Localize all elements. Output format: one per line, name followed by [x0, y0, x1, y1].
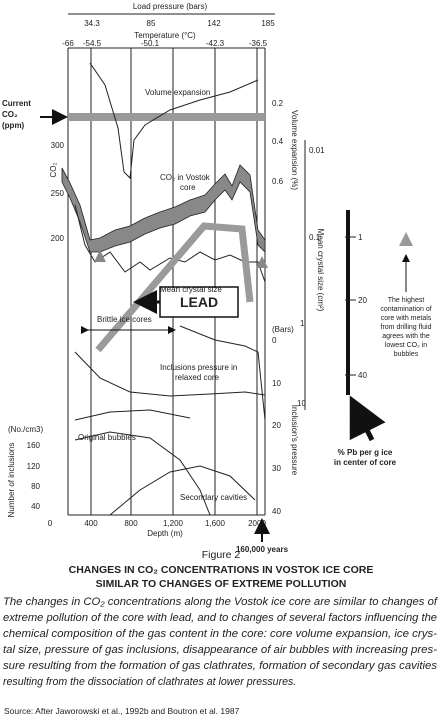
source: Source: After Jaworowski et al., 1992b a…: [4, 706, 240, 716]
tick-label: 200: [51, 234, 65, 243]
tick-label: 0.6: [272, 177, 284, 186]
pb-label: in center of core: [334, 458, 397, 467]
note-line: core with metals: [381, 315, 432, 322]
tick-label: 30: [272, 464, 281, 473]
note-line: from drilling fluid: [381, 324, 432, 331]
tick-label: 300: [51, 141, 65, 150]
note-line: The highest: [388, 297, 425, 304]
cavities-curve: [109, 465, 256, 516]
caption-line: resulting from the dissociation of clath…: [3, 676, 296, 688]
tick-label: 20: [358, 296, 367, 305]
tick-label: 800: [124, 519, 138, 528]
marker-triangle: [256, 256, 268, 268]
axis-label: (No./cm3): [8, 425, 43, 434]
plot-frame: [67, 13, 275, 516]
tick-label: 10: [272, 379, 281, 388]
caption-title: SIMILAR TO CHANGES OF EXTREME POLLUTION: [96, 578, 347, 590]
annotation: core: [180, 183, 196, 192]
caption-line: extreme pollution of the core with lead,…: [3, 612, 437, 624]
pb-label: % Pb per g ice: [338, 448, 393, 457]
tick-label: 85: [147, 19, 156, 28]
pb-note: The highest contamination of core with met…: [380, 297, 431, 358]
tick-label: 1: [300, 319, 305, 328]
tick-label: -66: [62, 39, 74, 48]
note-line: contamination of: [380, 306, 431, 313]
top-curve: [74, 409, 191, 421]
annotation: relaxed core: [175, 373, 220, 382]
axis-label: (ppm): [2, 121, 25, 130]
tick-label: 0: [48, 519, 53, 528]
tick-label: 400: [84, 519, 98, 528]
tick-label: 20: [272, 421, 281, 430]
tick-label: 0.2: [272, 99, 284, 108]
tick-label: -54.5: [83, 39, 102, 48]
tick-label: 34.3: [84, 19, 100, 28]
note-line: bubbles: [394, 351, 419, 358]
axis-label: CO₂: [2, 110, 18, 119]
annotation: Mean crystal size: [160, 285, 222, 294]
annotation: CO₂ in Vostok: [160, 173, 211, 182]
tick-label: 0.01: [309, 146, 325, 155]
tick-label: 10: [297, 399, 306, 408]
tick-label: 250: [51, 189, 65, 198]
axis-title: Number of inclusions: [7, 443, 16, 518]
tick-label: 0.4: [272, 137, 284, 146]
figure-label: Figure 2: [202, 549, 241, 561]
note-line: agrees with the: [382, 333, 430, 340]
tick-label: 185: [261, 19, 275, 28]
annotation: Secondary cavities: [180, 493, 247, 502]
tick-label: 40: [31, 502, 40, 511]
annotation: Original bubbles: [78, 433, 136, 442]
axis-title: CO₂: [49, 162, 58, 177]
current-co2-band: [68, 113, 265, 121]
years-note: 160,000 years: [236, 545, 289, 554]
tick-label: 1: [358, 233, 363, 242]
lead-label: LEAD: [180, 294, 218, 310]
lead-curve: [95, 222, 254, 353]
tick-label: 80: [31, 482, 40, 491]
axis-title: Depth (m): [147, 529, 183, 538]
tick-label: 2000: [248, 519, 266, 528]
marker-triangle: [399, 232, 413, 246]
tick-label: 40: [358, 371, 367, 380]
axis-title: Temperature (°C): [134, 31, 196, 40]
tick-label: 120: [27, 462, 41, 471]
tick-label: 1,600: [205, 519, 226, 528]
pb-arrow: [349, 395, 386, 442]
tick-label: 0.1: [309, 233, 321, 242]
bubbles-curve: [74, 431, 211, 516]
axis-title: Load pressure (bars): [133, 2, 208, 11]
caption-line: sure resulting from the formation of gas…: [3, 660, 438, 672]
volume-curve: [89, 62, 259, 180]
annotation: Inclusions pressure in: [160, 363, 237, 372]
note-line: lowest CO₂ in: [385, 342, 428, 349]
tick-label: 0: [272, 336, 277, 345]
tick-label: 160: [27, 441, 41, 450]
caption-text: The changes in CO₂ concentrations along …: [3, 596, 438, 688]
tick-label: 40: [272, 507, 281, 516]
caption-line: chemical composition of the gas content …: [3, 628, 438, 640]
inclusions-curve: [74, 351, 266, 397]
caption-line: The changes in CO₂ concentrations along …: [3, 596, 438, 608]
annotation: Volume expansion: [145, 88, 210, 97]
annotation: Brittle ice cores: [97, 315, 152, 324]
axis-title: Volume expansion (%): [290, 110, 299, 190]
marker-triangle: [94, 250, 106, 262]
tick-label: 142: [207, 19, 221, 28]
axis-label: Current: [2, 99, 31, 108]
tick-label: -42.3: [206, 39, 225, 48]
tick-label: -36.5: [249, 39, 268, 48]
pressure-curve: [179, 325, 266, 421]
caption-line: tal size, pressure of gas inclusions, di…: [3, 644, 437, 656]
axis-title: Mean crystal size (cm²): [316, 229, 325, 312]
co2-band: [61, 164, 266, 253]
axis-title: Inclusion's pressure: [290, 405, 299, 476]
caption-title: CHANGES IN CO₂ CONCENTRATIONS IN VOSTOK …: [69, 564, 374, 576]
tick-label: -50.1: [141, 39, 160, 48]
axis-label: (Bars): [272, 325, 294, 334]
tick-label: 1,200: [163, 519, 184, 528]
